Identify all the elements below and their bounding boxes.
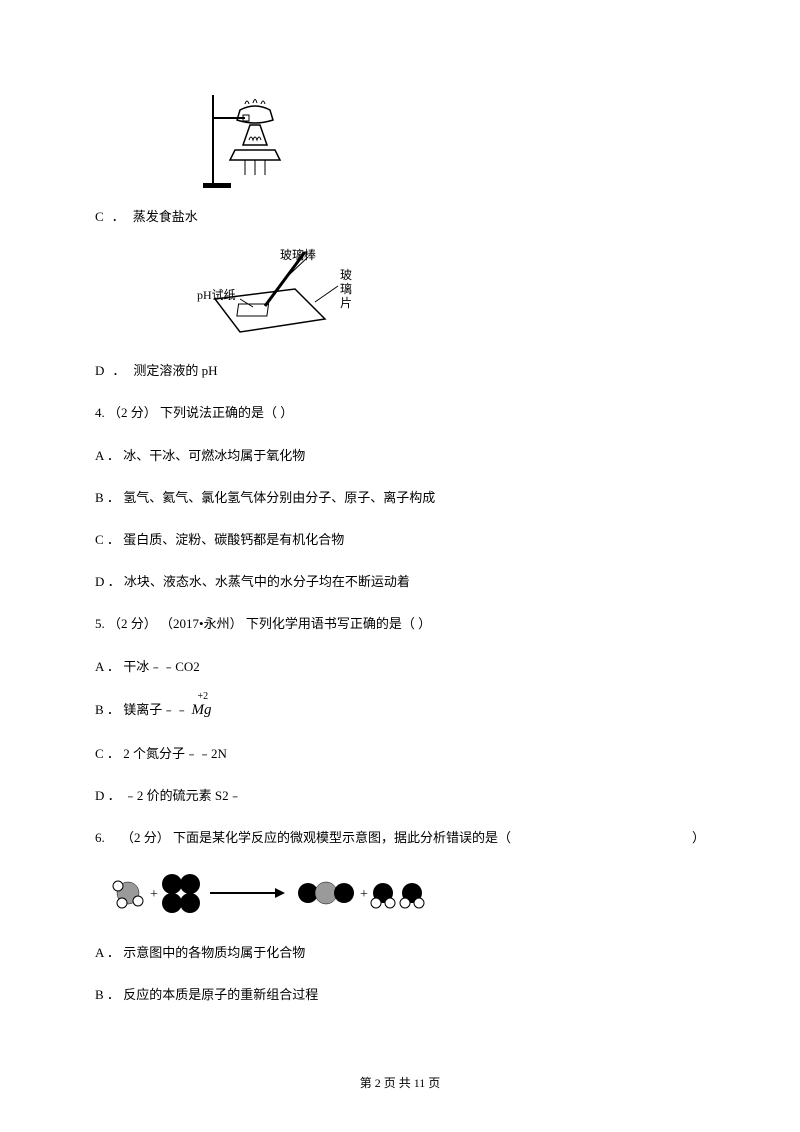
option-sep: ． <box>107 746 120 761</box>
q5-option-d: D ． ﹣2 价的硫元素 S2﹣ <box>95 787 705 805</box>
apparatus-image-container <box>95 90 705 190</box>
option-label: A <box>95 659 104 674</box>
mg-ion-symbol: +2 Mg <box>191 700 211 721</box>
option-label: A <box>95 945 104 960</box>
evaporation-apparatus-icon <box>195 90 305 190</box>
option-sep: ． <box>107 448 120 463</box>
q4-option-c: C ． 蛋白质、淀粉、碳酸钙都是有机化合物 <box>95 531 705 549</box>
option-text: 蛋白质、淀粉、碳酸钙都是有机化合物 <box>123 532 344 547</box>
q5-source: （2017•永州） <box>160 616 243 631</box>
footer-total: 11 <box>414 1076 426 1090</box>
q5-option-b: B ． 镁离子﹣﹣ +2 Mg <box>95 700 705 721</box>
option-text: 测定溶液的 pH <box>133 362 217 380</box>
footer-prefix: 第 <box>360 1076 375 1090</box>
option-text: ﹣2 价的硫元素 S2﹣ <box>124 788 242 803</box>
ph-measurement-icon: 玻璃棒 玻 璃 片 pH试纸 <box>195 244 375 344</box>
question-5: 5. （2 分） （2017•永州） 下列化学用语书写正确的是（ ） <box>95 615 705 633</box>
glass-plate-label-3: 片 <box>340 296 352 310</box>
option-label: B <box>95 490 104 505</box>
prev-option-c: C ． 蒸发食盐水 <box>95 208 705 226</box>
question-6: 6. （2 分） 下面是某化学反应的微观模型示意图，据此分析错误的是（ ） <box>95 829 705 847</box>
q5-number: 5. <box>95 616 105 631</box>
q6-left: 6. （2 分） 下面是某化学反应的微观模型示意图，据此分析错误的是（ <box>95 829 511 847</box>
footer-suffix: 页 <box>425 1076 440 1090</box>
option-label: C <box>95 532 104 547</box>
option-sep: ． <box>107 987 120 1002</box>
q5-stem: 下列化学用语书写正确的是（ ） <box>246 616 431 631</box>
q4-option-d: D ． 冰块、液态水、水蒸气中的水分子均在不断运动着 <box>95 573 705 591</box>
question-4: 4. （2 分） 下列说法正确的是（ ） <box>95 404 705 422</box>
option-label: B <box>95 702 104 717</box>
option-label: D <box>95 362 104 380</box>
q5-points: （2 分） <box>108 616 157 631</box>
q4-stem: 下列说法正确的是（ ） <box>160 405 293 420</box>
option-text: 干冰﹣﹣CO2 <box>123 659 200 674</box>
option-text: 反应的本质是原子的重新组合过程 <box>123 987 318 1002</box>
option-text: 氢气、氦气、氯化氢气体分别由分子、原子、离子构成 <box>123 490 435 505</box>
option-sep: ． <box>107 945 120 960</box>
option-label: A <box>95 448 104 463</box>
ph-paper-label: pH试纸 <box>197 287 236 302</box>
q6-number: 6. <box>95 830 105 845</box>
page-footer: 第 2 页 共 11 页 <box>0 1075 800 1092</box>
mg-charge: +2 <box>197 690 208 704</box>
q6-close: ） <box>692 829 705 847</box>
option-sep: ． <box>107 532 120 547</box>
q4-points: （2 分） <box>108 405 157 420</box>
option-sep: ． <box>112 208 125 226</box>
option-text: 镁离子﹣﹣ <box>123 702 188 717</box>
q6-option-b: B ． 反应的本质是原子的重新组合过程 <box>95 986 705 1004</box>
option-sep: ． <box>108 788 121 803</box>
q4-option-b: B ． 氢气、氦气、氯化氢气体分别由分子、原子、离子构成 <box>95 489 705 507</box>
q4-option-a: A ． 冰、干冰、可燃冰均属于氧化物 <box>95 447 705 465</box>
reaction-diagram: + + <box>110 871 705 916</box>
option-text: 示意图中的各物质均属于化合物 <box>123 945 305 960</box>
option-text: 2 个氮分子﹣﹣2N <box>123 746 227 761</box>
q6-points: （2 分） <box>121 830 170 845</box>
footer-mid: 页 共 <box>381 1076 414 1090</box>
option-label: D <box>95 788 104 803</box>
option-sep: ． <box>107 659 120 674</box>
q5-option-a: A ． 干冰﹣﹣CO2 <box>95 658 705 676</box>
option-sep: ． <box>107 702 120 717</box>
ph-image-container: 玻璃棒 玻 璃 片 pH试纸 <box>95 244 705 344</box>
q4-number: 4. <box>95 405 105 420</box>
glass-rod-label: 玻璃棒 <box>280 248 316 262</box>
mg-text: Mg <box>191 702 211 718</box>
option-label: B <box>95 987 104 1002</box>
glass-plate-label-1: 玻 <box>340 268 352 282</box>
q6-stem: 下面是某化学反应的微观模型示意图，据此分析错误的是（ <box>173 830 511 845</box>
option-sep: ． <box>108 574 121 589</box>
option-sep: ． <box>107 490 120 505</box>
option-sep: ． <box>112 362 125 380</box>
option-label: C <box>95 208 104 226</box>
reaction-molecules-icon: + + <box>110 871 450 916</box>
q5-option-c: C ． 2 个氮分子﹣﹣2N <box>95 745 705 763</box>
svg-text:+: + <box>360 887 368 902</box>
option-text: 冰块、液态水、水蒸气中的水分子均在不断运动着 <box>124 574 410 589</box>
option-text: 蒸发食盐水 <box>133 208 198 226</box>
prev-option-d: D ． 测定溶液的 pH <box>95 362 705 380</box>
option-label: C <box>95 746 104 761</box>
option-text: 冰、干冰、可燃冰均属于氧化物 <box>123 448 305 463</box>
glass-plate-label-2: 璃 <box>340 282 352 296</box>
q6-option-a: A ． 示意图中的各物质均属于化合物 <box>95 944 705 962</box>
option-label: D <box>95 574 104 589</box>
svg-text:+: + <box>150 887 158 902</box>
